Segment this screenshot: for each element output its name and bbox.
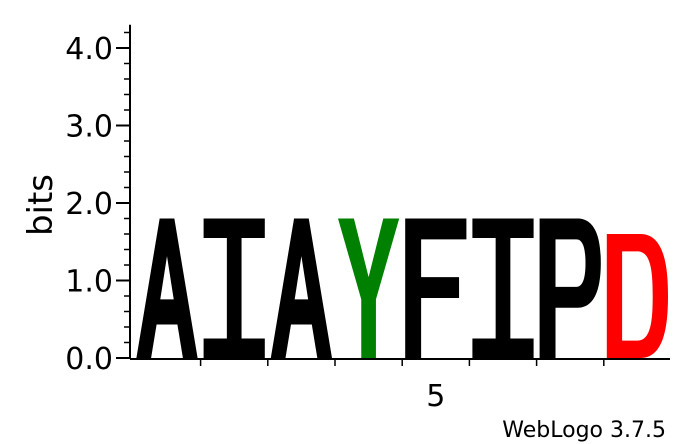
y-tick-label: 1.0 (65, 265, 113, 300)
logo-letter-d-pos-8 (606, 234, 668, 358)
logo-letter-i-pos-2 (203, 218, 265, 358)
credit-text: WebLogo 3.7.5 (502, 418, 666, 443)
logo-letter-a-pos-3 (270, 218, 332, 358)
axes: 0.0 1.0 2.0 3.0 4.0 5 (65, 24, 670, 414)
y-tick-label: 0.0 (65, 342, 113, 377)
y-tick-label: 3.0 (65, 110, 113, 145)
logo-letter-p-pos-7 (539, 218, 601, 358)
logo-letter-y-pos-4 (338, 218, 400, 358)
logo-letter-i-pos-6 (472, 218, 534, 358)
y-tick-label: 4.0 (65, 32, 113, 67)
y-tick-label: 2.0 (65, 187, 113, 222)
x-tick-label: 5 (426, 379, 445, 414)
logo-letter-f-pos-5 (405, 218, 467, 358)
y-axis-label: bits (21, 174, 61, 236)
logo-letter-a-pos-1 (136, 218, 198, 358)
logo-letters (136, 218, 668, 358)
